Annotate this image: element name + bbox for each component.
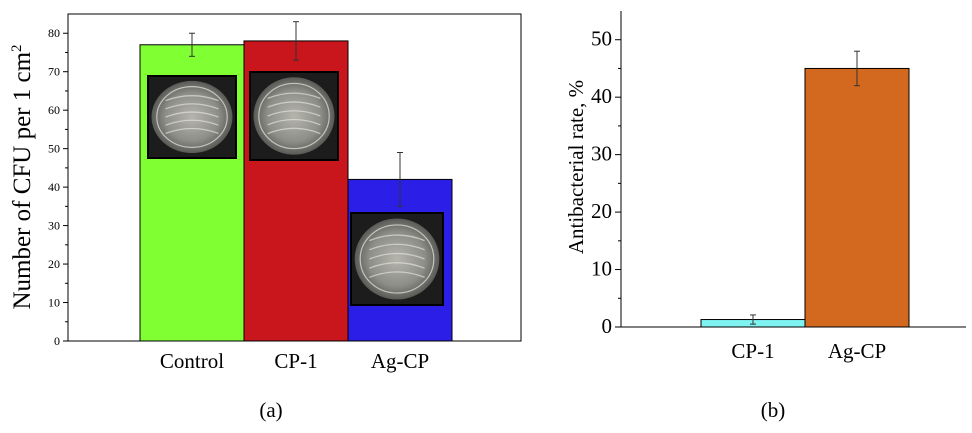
y-tick-label: 60 (48, 103, 60, 117)
petri-dish-rim (258, 82, 330, 150)
y-tick-label: 30 (591, 142, 612, 166)
y-tick-label: 40 (48, 180, 60, 194)
y-tick-label: 70 (48, 65, 60, 79)
petri-dish-photo-2 (249, 71, 339, 161)
y-tick-label: 0 (54, 334, 60, 348)
y-tick-label: 50 (591, 27, 612, 51)
y-tick-label: 20 (591, 199, 612, 223)
petri-dish-rim (359, 224, 435, 294)
colony-streak (267, 110, 321, 117)
colony-streak (267, 92, 321, 100)
y-tick-label: 20 (48, 257, 60, 271)
x-tick-label: Control (160, 349, 224, 373)
petri-dish-photo-1 (147, 75, 237, 159)
chart-a-cfu-counts: 0 10 20 30 40 50 60 70 80 Control CP-1 Ag-CP Number… (9, 13, 522, 373)
x-tick-label: Ag-CP (371, 349, 429, 373)
colony-streak (369, 271, 425, 279)
y-tick-label: 10 (591, 257, 612, 281)
panel-label-b: (b) (761, 398, 786, 422)
colony-streak (369, 243, 425, 251)
colony-streak (165, 119, 219, 126)
chart-b-antibacterial-rate: 0 10 20 30 40 50 CP-1 Ag-CP Antibacterial rate,… (564, 11, 966, 363)
petri-dish-plate (151, 80, 233, 154)
petri-dish-photo-3 (350, 212, 444, 306)
colony-streak (165, 111, 219, 118)
petri-dish-rim (156, 86, 228, 148)
y-tick-label: 10 (48, 296, 60, 310)
colony-streak (165, 103, 219, 110)
colony-streak (369, 252, 425, 260)
petri-dish-plate (253, 77, 335, 155)
chart-a-y-axis-label: Number of CFU per 1 cm2 (9, 44, 36, 309)
y-tick-label: 0 (602, 314, 613, 338)
colony-streak (165, 127, 219, 135)
bar-ag-cp (804, 67, 910, 328)
colony-streak (369, 234, 425, 242)
y-tick-label: 80 (48, 26, 60, 40)
colony-streak (369, 262, 425, 269)
panel-label-a: (a) (259, 398, 282, 422)
y-tick-label: 50 (48, 142, 60, 156)
y-tick-label: 30 (48, 219, 60, 233)
colony-streak (165, 95, 219, 102)
colony-streak (267, 127, 321, 135)
colony-streak (267, 118, 321, 126)
x-tick-label: CP-1 (274, 349, 317, 373)
colony-streak (267, 101, 321, 108)
x-tick-label: CP-1 (731, 339, 774, 363)
x-tick-label: Ag-CP (828, 339, 886, 363)
petri-dish-plate (354, 218, 440, 300)
chart-b-y-axis-label: Antibacterial rate, % (564, 80, 588, 254)
y-tick-label: 40 (591, 84, 612, 108)
